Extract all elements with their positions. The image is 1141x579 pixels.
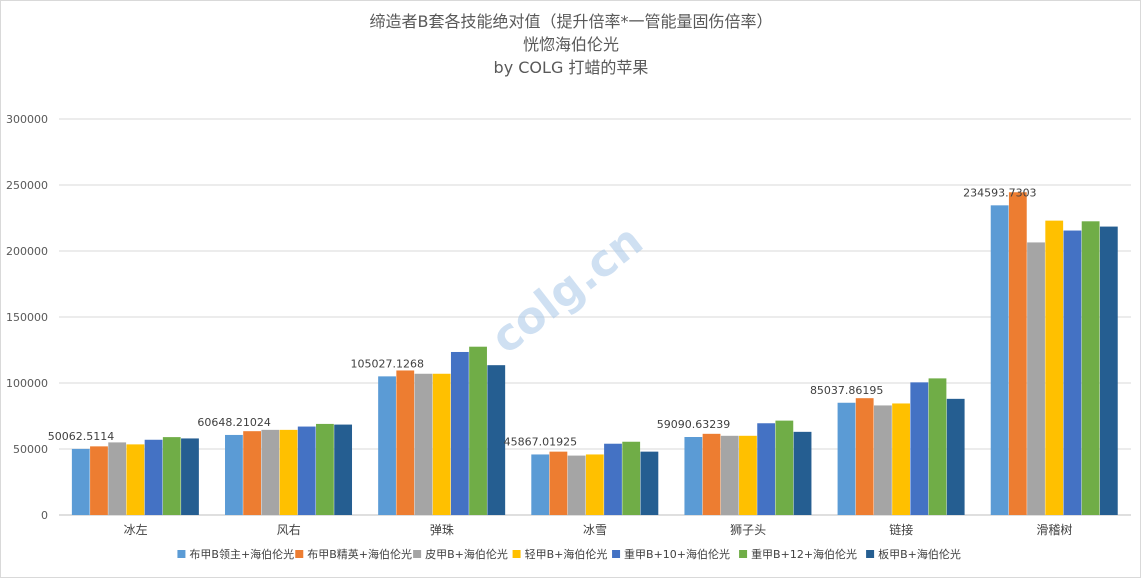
legend-swatch: [295, 550, 304, 558]
bar: [71, 448, 90, 515]
legend-label: 布甲B领主+海伯伦光: [189, 547, 294, 561]
y-tick-label: 50000: [13, 443, 48, 456]
bar: [757, 423, 776, 515]
data-labels: 50062.5114 60648.21024 105027.1268 45867.01…: [48, 186, 1037, 448]
bar: [414, 373, 433, 515]
bar: [928, 378, 947, 515]
y-tick-label: 250000: [6, 179, 48, 192]
bar: [622, 441, 641, 515]
legend-label: 重甲B+12+海伯伦光: [751, 547, 857, 561]
data-label: 45867.01925: [504, 435, 577, 448]
y-axis-ticks: 0 50000 100000 150000 200000 250000 300000: [6, 113, 48, 522]
data-label: 59090.63239: [657, 418, 730, 431]
category-label: 风右: [277, 522, 301, 537]
legend-swatch: [512, 550, 521, 558]
bar: [1008, 192, 1027, 515]
x-axis-categories: 冰左 风右 弹珠 冰雪 狮子头 链接 滑稽树: [124, 522, 1073, 537]
chart-title: 缔造者B套各技能绝对值（提升倍率*一管能量固伤倍率）: [370, 12, 773, 31]
bar: [739, 435, 757, 515]
bar: [1063, 230, 1082, 516]
bar: [162, 437, 181, 515]
bar: [279, 429, 298, 515]
data-label: 50062.5114: [48, 430, 114, 443]
bar: [946, 398, 965, 515]
bar: [297, 426, 316, 515]
bar: [684, 437, 703, 515]
bar: [432, 373, 451, 515]
bar: [585, 454, 604, 515]
bar: [837, 402, 856, 515]
legend-swatch: [413, 550, 422, 558]
bar: [892, 403, 910, 515]
legend-swatch: [612, 550, 621, 558]
bar: [144, 439, 163, 515]
legend: 布甲B领主+海伯伦光 布甲B精英+海伯伦光 皮甲B+海伯伦光 轻甲B+海伯伦光 重甲B+…: [177, 547, 961, 561]
bar: [334, 424, 353, 515]
legend-label: 重甲B+10+海伯伦光: [624, 547, 730, 561]
bar: [910, 382, 929, 515]
bar: [720, 435, 739, 515]
bar: [225, 434, 243, 515]
y-tick-label: 0: [41, 509, 48, 522]
y-tick-label: 100000: [6, 377, 48, 390]
bar: [873, 405, 892, 515]
bar: [702, 433, 721, 515]
legend-label: 布甲B精英+海伯伦光: [307, 547, 412, 561]
bar: [567, 455, 586, 515]
data-label: 85037.86195: [810, 384, 883, 397]
bar: [1099, 226, 1118, 515]
watermark-text: colg.cn: [482, 215, 653, 364]
data-label: 60648.21024: [197, 416, 270, 429]
bar: [126, 444, 145, 515]
bar: [316, 423, 334, 515]
category-label: 弹珠: [430, 523, 454, 537]
bar: [855, 398, 874, 515]
bar: [775, 420, 794, 515]
bar: [396, 370, 415, 515]
legend-label: 皮甲B+海伯伦光: [425, 547, 508, 561]
bar: [1027, 242, 1045, 516]
legend-label: 板甲B+海伯伦光: [878, 547, 961, 561]
bars: [71, 192, 1118, 516]
legend-swatch: [866, 550, 875, 558]
category-label: 冰雪: [583, 523, 607, 537]
category-label: 狮子头: [730, 523, 766, 537]
bar: [640, 451, 659, 515]
category-label: 滑稽树: [1036, 522, 1072, 537]
bar: [181, 438, 199, 515]
bar: [1045, 220, 1064, 515]
category-label: 链接: [889, 522, 913, 537]
bar: [487, 365, 506, 515]
bar: [1081, 221, 1100, 516]
bar: [793, 431, 812, 515]
chart-author: by COLG 打蜡的苹果: [494, 58, 649, 77]
category-label: 冰左: [124, 522, 148, 537]
legend-swatch: [739, 550, 748, 558]
y-tick-label: 200000: [6, 245, 48, 258]
data-label: 105027.1268: [351, 357, 424, 370]
y-tick-label: 300000: [6, 113, 48, 126]
bar: [243, 431, 262, 515]
legend-label: 轻甲B+海伯伦光: [525, 547, 608, 561]
data-label: 234593.7303: [963, 186, 1036, 199]
bar: [990, 205, 1009, 515]
bar: [108, 442, 127, 515]
bar: [604, 443, 622, 515]
bar: [531, 454, 550, 515]
bar: [549, 451, 568, 515]
legend-swatch: [177, 550, 186, 558]
y-tick-label: 150000: [6, 311, 48, 324]
bar: [469, 346, 487, 515]
bar: [90, 446, 108, 515]
bar: [378, 376, 396, 515]
bar: [261, 429, 280, 515]
chart-subtitle: 恍惚海伯伦光: [523, 35, 619, 54]
bar: [450, 351, 469, 515]
